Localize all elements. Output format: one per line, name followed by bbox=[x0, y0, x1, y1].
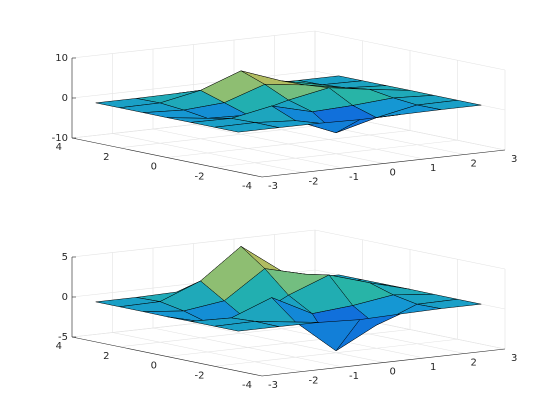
z-tick-label: 5 bbox=[62, 252, 68, 263]
grid-line bbox=[214, 139, 458, 168]
y-tick-label: 4 bbox=[56, 142, 62, 153]
x-tick-label: 1 bbox=[430, 362, 436, 373]
y-tick-label: -4 bbox=[242, 380, 252, 391]
y-tick-label: 0 bbox=[151, 162, 157, 173]
grid-line bbox=[166, 130, 411, 158]
x-tick-label: -2 bbox=[309, 177, 319, 188]
y-tick-label: -4 bbox=[242, 181, 252, 192]
x-axis bbox=[261, 149, 506, 178]
x-tick-label: -3 bbox=[268, 181, 278, 192]
y-tick-label: -2 bbox=[195, 171, 205, 182]
grid-line bbox=[314, 30, 506, 71]
x-tick-label: 3 bbox=[511, 353, 517, 364]
grid-line bbox=[71, 70, 316, 99]
z-tick-label: -10 bbox=[52, 133, 68, 144]
grid-line bbox=[71, 229, 316, 258]
x-tick-label: -1 bbox=[349, 371, 359, 382]
z-tick-label: 10 bbox=[55, 53, 68, 64]
x-axis bbox=[261, 348, 506, 377]
z-tick-label: -5 bbox=[58, 332, 68, 343]
y-tick-label: 2 bbox=[103, 152, 109, 163]
x-tick-label: 0 bbox=[390, 367, 396, 378]
x-tick-label: -1 bbox=[349, 172, 359, 183]
y-tick-label: -2 bbox=[195, 370, 205, 381]
x-tick-label: 0 bbox=[390, 168, 396, 179]
y-tick-label: 4 bbox=[56, 341, 62, 352]
x-tick-label: -2 bbox=[309, 376, 319, 387]
surface-patch bbox=[214, 321, 279, 332]
y-axis bbox=[71, 336, 263, 377]
grid-line bbox=[166, 329, 411, 357]
x-tick-label: 2 bbox=[471, 358, 477, 369]
x-tick-label: 2 bbox=[471, 159, 477, 170]
x-tick-label: 1 bbox=[430, 163, 436, 174]
x-tick-label: 3 bbox=[511, 154, 517, 165]
z-tick-label: 0 bbox=[62, 292, 68, 303]
surface-patch bbox=[214, 122, 279, 133]
y-tick-label: 0 bbox=[151, 361, 157, 372]
grid-line bbox=[314, 229, 506, 270]
grid-line bbox=[214, 338, 458, 367]
y-tick-label: 2 bbox=[103, 351, 109, 362]
grid-line bbox=[71, 30, 316, 59]
y-axis bbox=[71, 137, 263, 178]
z-tick-label: 0 bbox=[62, 93, 68, 104]
x-tick-label: -3 bbox=[268, 380, 278, 391]
